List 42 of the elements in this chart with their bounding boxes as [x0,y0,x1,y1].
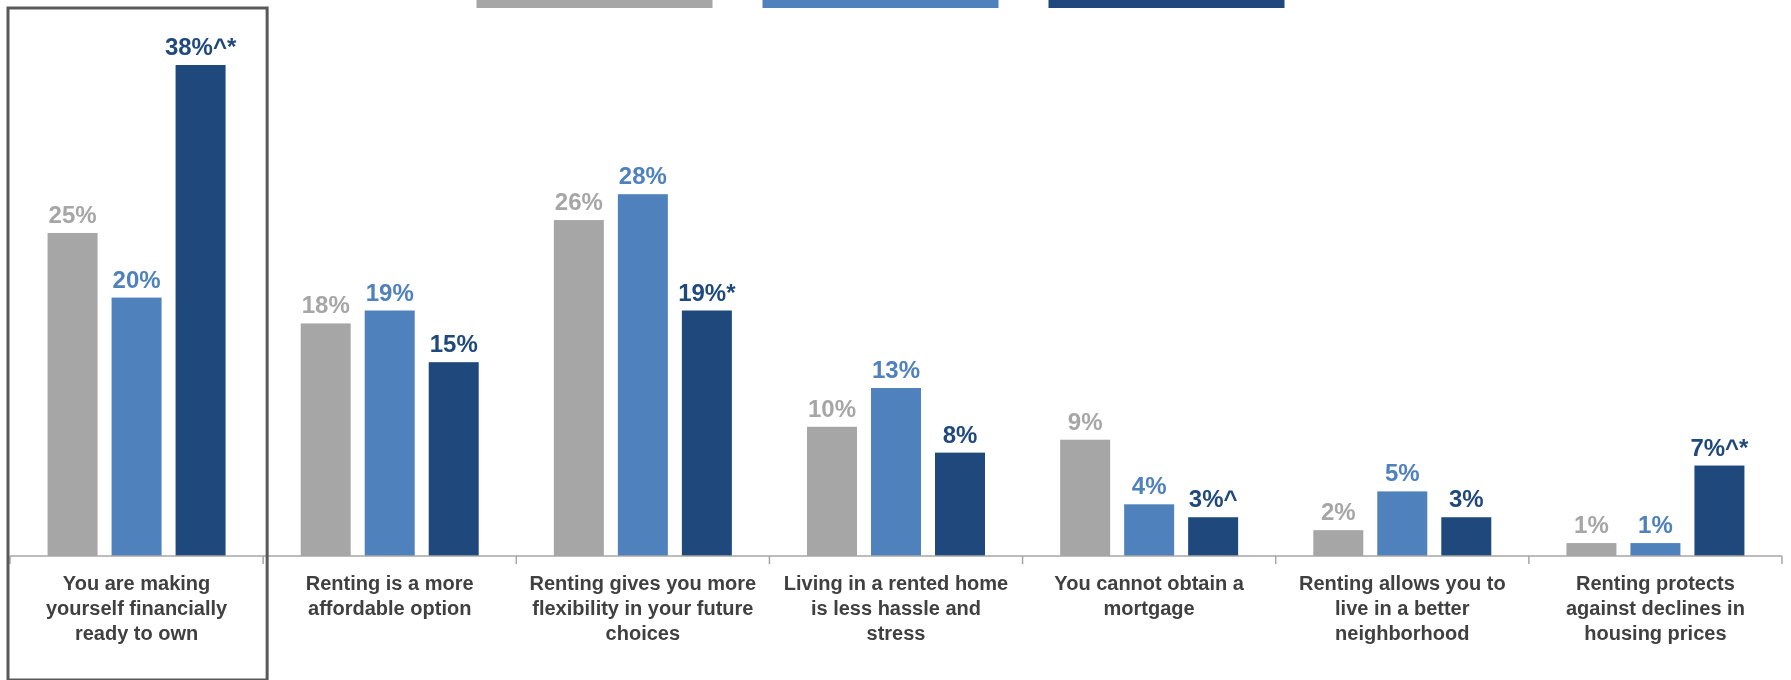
text: 19% [365,278,414,306]
data-label: 3% [1448,485,1484,513]
bar [175,65,226,556]
bar [1694,465,1745,556]
data-label: 15% [429,330,478,358]
x-tick-label: Renting allows you to live in a better neighborhood [1298,572,1506,644]
x-tick-label: You cannot obtain a mortgage [1054,572,1245,619]
bar [935,452,985,556]
bar [1630,543,1681,556]
text: 25% [48,200,97,228]
bar [617,194,668,556]
text: 2% [1320,498,1356,526]
bar [364,310,415,556]
bar [428,362,479,556]
bar [111,297,162,556]
text: 13% [871,356,921,384]
text: 20% [112,265,161,293]
bar [1377,491,1428,556]
bar [1124,504,1175,556]
bar [1188,517,1239,556]
bar [1441,517,1492,556]
x-tick-label: Renting protects against declines in housing prices [1565,572,1745,644]
text: 10% [807,394,857,422]
x-tick-label: Renting gives you more flexibility in your future choices [529,572,757,644]
text: 1% [1638,511,1673,539]
data-label: 38%^* [164,33,237,60]
text: 28% [618,162,667,190]
x-tick-label: Renting is a more affordable option [305,572,474,619]
data-label: 19%* [678,278,737,306]
data-label: 7%^* [1690,433,1750,461]
bar [871,388,921,556]
text: 4% [1131,472,1167,500]
data-label: 8% [942,420,978,448]
text: 5% [1384,459,1420,487]
bar [681,310,732,556]
data-label: 3%^ [1188,485,1238,513]
text: 9% [1067,407,1103,435]
text: 18% [301,291,350,319]
text: 26% [554,188,603,216]
x-tick-label: You are making yourself financially ready to own [45,572,229,644]
text: 1% [1574,511,1609,539]
x-tick-label: Living in a rented home is less hassle and stress [783,572,1009,644]
